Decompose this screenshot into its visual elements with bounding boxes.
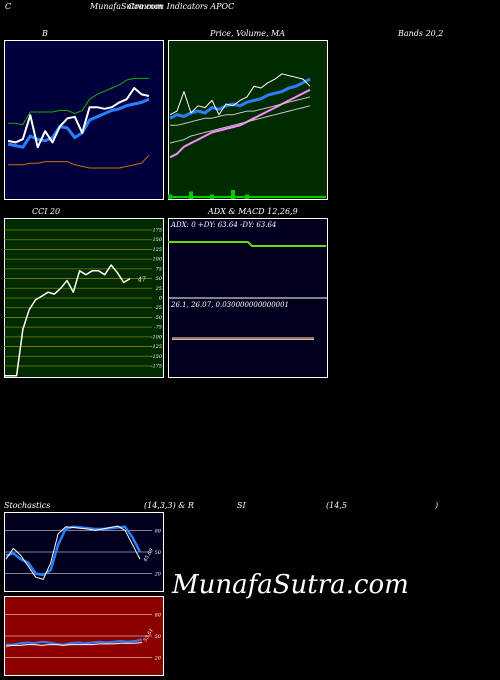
price-series-1 [169, 105, 311, 144]
cci-tick-label: 0 [159, 296, 163, 302]
price-series-0 [169, 88, 311, 159]
stoch-series-0 [5, 525, 142, 577]
price-title: Price, Volume, MA [210, 29, 286, 38]
price-series-4 [169, 73, 311, 116]
adx-line [168, 241, 326, 247]
cci-tick-label: 150 [152, 237, 162, 243]
panel-background [168, 40, 328, 200]
cci-chart: 175 150 125 100 75 50 25 0 -25 -50 -75 -100 -125 -150… [4, 218, 164, 378]
cci-tick-label: -75 [154, 325, 162, 331]
rsi-tick-label: 80 [155, 612, 162, 618]
adx-macd-chart: ADX: 0 +DY: 63.64 -DY: 63.64 26.1, 26.07,… [168, 218, 328, 378]
cci-tick-label: 125 [152, 247, 162, 253]
price-series-2 [170, 96, 311, 126]
cci-last-label: 47 [137, 277, 146, 284]
cci-title: CCI 20 [32, 207, 61, 216]
bollinger-title: B [42, 29, 48, 38]
bollinger-series-3 [7, 87, 150, 149]
rsi-series-0 [6, 638, 143, 646]
stoch-tick-label: 50 [155, 550, 162, 556]
rsi-tick-label: 20 [154, 656, 162, 662]
stoch-title: Stochastics [4, 501, 51, 510]
cci-tick-label: -175 [151, 364, 162, 370]
cci-tick-label: -50 [154, 315, 163, 321]
cci-tick-label: -125 [151, 344, 162, 350]
cci-tick-label: -100 [151, 334, 163, 340]
cci-tick-label: 75 [156, 266, 162, 272]
price-volume-chart [168, 40, 328, 200]
bollinger-chart [4, 40, 164, 200]
si-title: SI [237, 501, 246, 510]
adx-label: ADX: 0 +DY: 63.64 -DY: 63.64 [170, 221, 276, 229]
stoch-tick-label: 20 [154, 572, 162, 578]
site-name: MunafaSutra.com [90, 2, 163, 11]
cci-tick-label: -150 [151, 354, 163, 360]
bollinger-series-0 [7, 97, 150, 149]
rsi-tick-label: 50 [155, 634, 162, 640]
rsi-params: (14,5 [326, 501, 347, 510]
page-title: Common Indicators APOC [128, 2, 235, 11]
bollinger-series-1 [8, 154, 150, 169]
rsi-series-1 [5, 642, 143, 647]
cci-tick-label: 175 [152, 228, 162, 234]
price-series-3 [169, 77, 311, 120]
cci-tick-label: -25 [154, 305, 162, 311]
stoch-params: (14,3,3) & R [144, 501, 194, 510]
volume-bar [189, 191, 193, 199]
volume-bar [231, 190, 235, 199]
stoch-tick-label: 80 [155, 528, 162, 534]
rsi-close: ) [435, 501, 439, 510]
cci-tick-label: 50 [156, 276, 163, 282]
macd-label: 26.1, 26.07, 0.030000000000001 [170, 301, 289, 309]
adx-macd-title: ADX & MACD 12,26,9 [208, 207, 298, 216]
header-left: C [5, 2, 12, 11]
bollinger-series-2 [8, 77, 149, 126]
cci-tick-label: 100 [152, 257, 162, 263]
cci-tick-label: 25 [155, 286, 162, 292]
stoch-series-1 [5, 525, 141, 580]
watermark: MunafaSutra.com [172, 570, 409, 600]
bands-title: Bands 20,2 [398, 29, 444, 38]
cci-line [4, 264, 131, 377]
